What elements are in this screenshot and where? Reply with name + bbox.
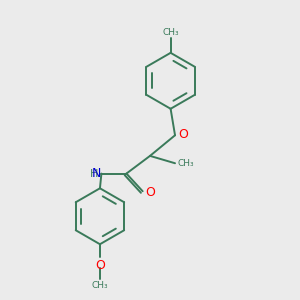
Text: O: O [178,128,188,141]
Text: CH₃: CH₃ [178,159,195,168]
Text: CH₃: CH₃ [92,281,108,290]
Text: CH₃: CH₃ [162,28,179,37]
Text: O: O [146,186,155,199]
Text: H: H [89,169,98,178]
Text: N: N [92,167,101,180]
Text: O: O [95,259,105,272]
